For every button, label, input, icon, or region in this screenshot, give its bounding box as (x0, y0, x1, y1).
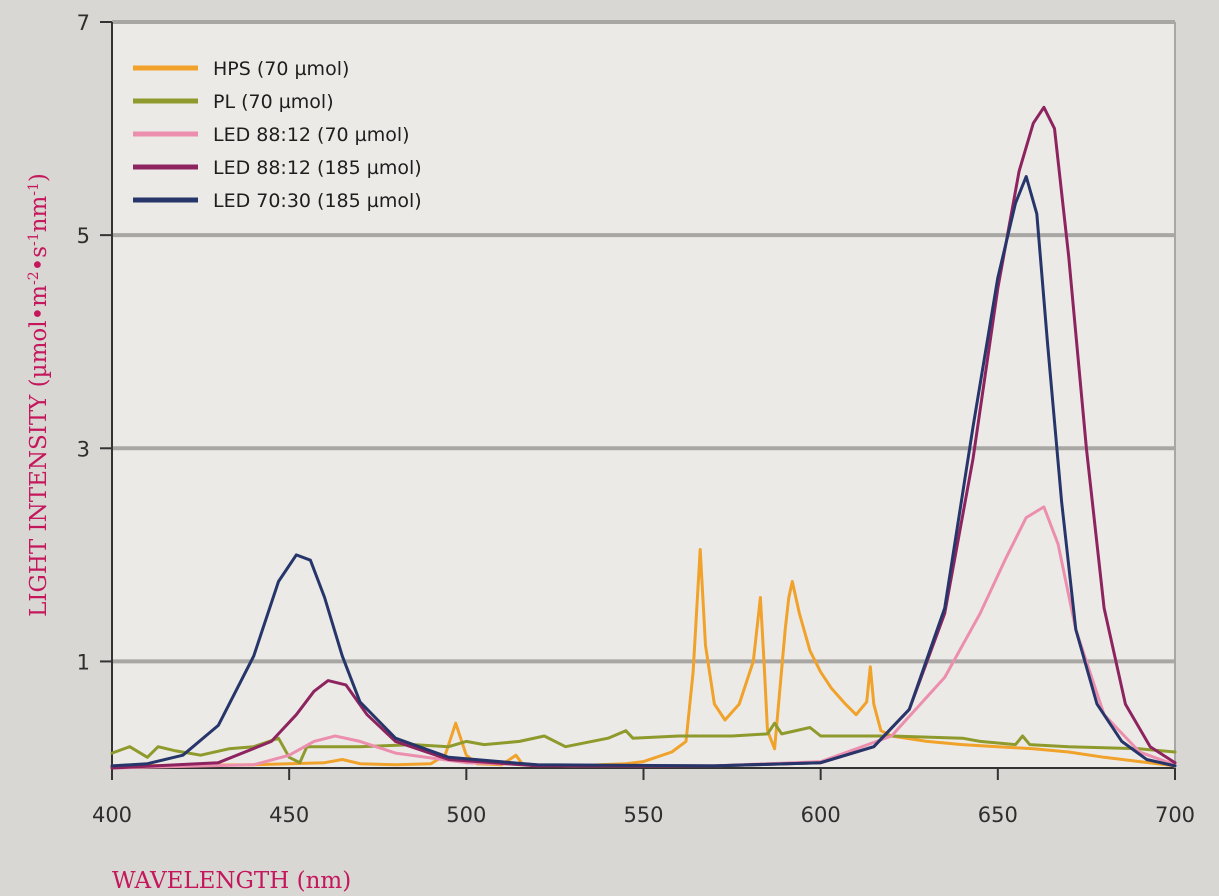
x-tick-labels: 400 450 500 550 600 650 700 (92, 803, 1195, 827)
y-tick-labels: 1 3 5 7 (77, 11, 90, 674)
plot-area (112, 22, 1175, 768)
gridlines (112, 20, 1175, 664)
y-axis-title-part: nm (26, 196, 52, 233)
y-axis-title: LIGHT INTENSITY (µmol•m-2•s-1nm-1) (26, 173, 52, 617)
x-tick-label: 500 (446, 803, 486, 827)
x-axis-title: WAVELENGTH (nm) (112, 868, 351, 894)
y-axis-title-part: LIGHT INTENSITY (µmol•m (26, 285, 52, 617)
y-axis-title-part: -1 (26, 182, 42, 196)
y-tick-label: 1 (77, 650, 90, 674)
legend: HPS (70 µmol) PL (70 µmol) LED 88:12 (70 µ… (133, 58, 422, 212)
y-tick-label: 3 (77, 437, 90, 461)
series-lines (110, 105, 1177, 770)
x-tick-label: 600 (801, 803, 841, 827)
x-tick-label: 650 (978, 803, 1018, 827)
y-axis-title-part: ) (26, 173, 52, 182)
y-tick-label: 5 (77, 224, 90, 248)
y-axis-title-part: -2 (26, 271, 42, 285)
series-line-0 (110, 548, 1177, 768)
y-axis-title-part: -1 (26, 232, 42, 246)
x-tick-label: 550 (623, 803, 663, 827)
series-line-2 (110, 505, 1177, 770)
axes (100, 21, 1176, 780)
legend-label-2: LED 88:12 (70 µmol) (213, 124, 410, 146)
y-axis-title-part: •s (26, 246, 52, 271)
x-tick-label: 700 (1155, 803, 1195, 827)
legend-label-4: LED 70:30 (185 µmol) (213, 190, 422, 212)
x-tick-label: 450 (269, 803, 309, 827)
legend-label-1: PL (70 µmol) (213, 91, 334, 113)
y-tick-label: 7 (77, 11, 90, 35)
legend-label-0: HPS (70 µmol) (213, 58, 349, 80)
series-line-1 (110, 721, 1177, 765)
x-tick-label: 400 (92, 803, 132, 827)
series-line-4 (110, 175, 1177, 768)
legend-label-3: LED 88:12 (185 µmol) (213, 157, 422, 179)
